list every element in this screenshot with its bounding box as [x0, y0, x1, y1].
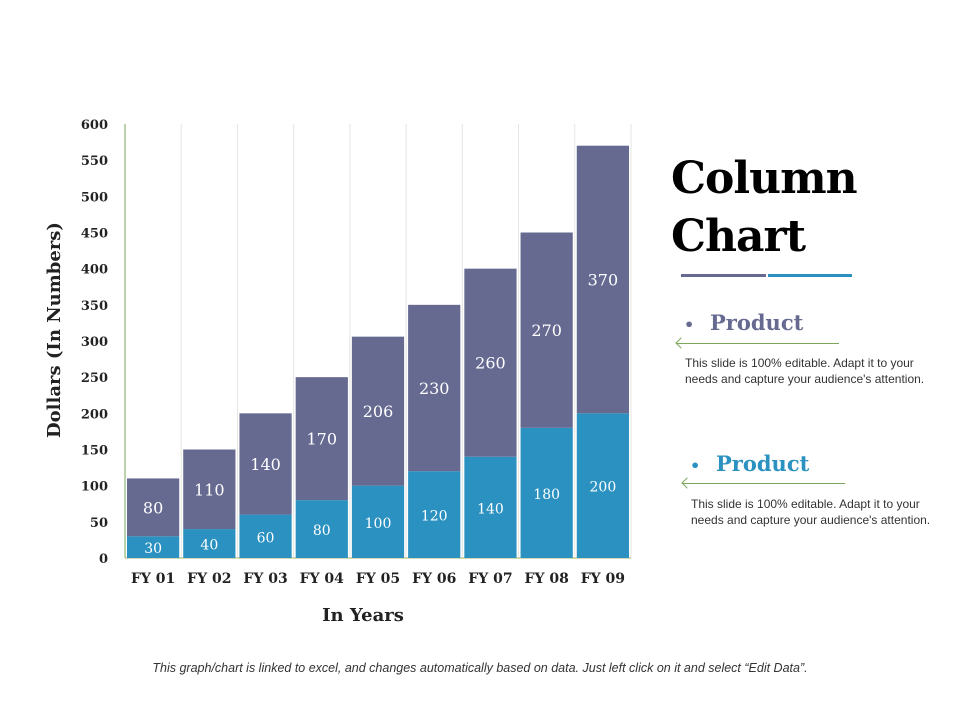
- data-label: 60: [257, 530, 275, 546]
- data-label: 40: [200, 538, 218, 554]
- bar-segment: [464, 268, 517, 457]
- arrow-left-icon: [683, 483, 845, 484]
- y-tick-label: 250: [81, 371, 108, 386]
- y-tick-label: 550: [81, 154, 108, 169]
- x-tick-label: FY 09: [581, 571, 625, 587]
- data-label: 140: [477, 501, 504, 517]
- data-label: 200: [590, 480, 617, 496]
- title-line-1: Column: [671, 153, 858, 204]
- bar-segment: [408, 471, 461, 558]
- product-label: Product: [710, 310, 804, 335]
- bullet-icon: •: [690, 456, 701, 475]
- x-tick-label: FY 05: [356, 571, 400, 587]
- y-tick-label: 50: [90, 516, 108, 531]
- bar-segment: [295, 377, 348, 501]
- data-label: 230: [419, 379, 450, 398]
- y-tick-label: 150: [81, 444, 108, 459]
- x-tick-label: FY 03: [243, 571, 287, 587]
- bar-segment: [520, 232, 573, 428]
- data-label: 260: [475, 354, 506, 373]
- x-tick-label: FY 02: [187, 571, 231, 587]
- data-label: 80: [143, 498, 163, 517]
- bar-segment: [408, 304, 461, 472]
- data-label: 206: [363, 402, 394, 421]
- footer-note: This graph/chart is linked to excel, and…: [152, 661, 808, 675]
- bar-segment: [239, 413, 292, 515]
- data-label: 370: [588, 271, 619, 290]
- bar-segment: [464, 456, 517, 558]
- data-label: 170: [307, 430, 338, 449]
- bar-segment: [351, 485, 405, 558]
- data-label: 270: [531, 321, 562, 340]
- y-axis-title: Dollars (In Numbers): [44, 222, 65, 438]
- y-tick-label: 200: [81, 407, 108, 422]
- slide-title: Column Chart: [671, 150, 858, 266]
- divider-blue: [768, 274, 852, 277]
- product-heading-1: • Product: [684, 310, 803, 335]
- y-tick-label: 500: [81, 190, 108, 205]
- product-description-2: This slide is 100% editable. Adapt it to…: [691, 497, 931, 527]
- arrow-left-icon: [677, 343, 839, 344]
- stacked-column-chart: 30 80 40 110 60 140 80 170 100 206 120 230 140 260 180…: [44, 118, 632, 626]
- y-tick-label: 0: [99, 552, 108, 567]
- x-tick-label: FY 06: [412, 571, 456, 587]
- y-tick-label: 350: [81, 299, 108, 314]
- data-label: 80: [313, 523, 331, 539]
- title-line-2: Chart: [671, 211, 806, 262]
- data-label: 140: [250, 455, 281, 474]
- bar-segment: [351, 336, 405, 486]
- bar-segment: [127, 478, 180, 537]
- y-tick-label: 300: [81, 335, 108, 350]
- y-tick-label: 100: [81, 480, 108, 495]
- bar-segment: [520, 427, 573, 558]
- data-label: 120: [421, 509, 448, 525]
- bar-segment: [295, 500, 348, 558]
- bullet-icon: •: [684, 315, 695, 334]
- bar-segment: [127, 536, 180, 558]
- y-tick-label: 600: [81, 118, 108, 133]
- y-tick-label: 450: [81, 227, 108, 242]
- bar-segment: [576, 413, 629, 558]
- x-tick-label: FY 04: [300, 571, 345, 587]
- data-label: 180: [533, 487, 560, 503]
- bar-segment: [239, 514, 292, 558]
- x-tick-label: FY 07: [468, 571, 512, 587]
- x-tick-label: FY 01: [131, 571, 175, 587]
- y-tick-label: 400: [81, 263, 108, 278]
- x-axis-title: In Years: [322, 605, 404, 626]
- data-label: 110: [194, 480, 225, 499]
- bar-segment: [183, 449, 236, 530]
- x-tick-label: FY 08: [525, 571, 569, 587]
- bar-segment: [183, 529, 236, 558]
- data-label: 30: [144, 541, 162, 557]
- product-description-1: This slide is 100% editable. Adapt it to…: [685, 356, 925, 386]
- divider-purple: [681, 274, 766, 277]
- bar-segment: [576, 145, 629, 414]
- data-label: 100: [365, 516, 392, 532]
- product-heading-2: • Product: [690, 451, 809, 476]
- product-label: Product: [716, 451, 810, 476]
